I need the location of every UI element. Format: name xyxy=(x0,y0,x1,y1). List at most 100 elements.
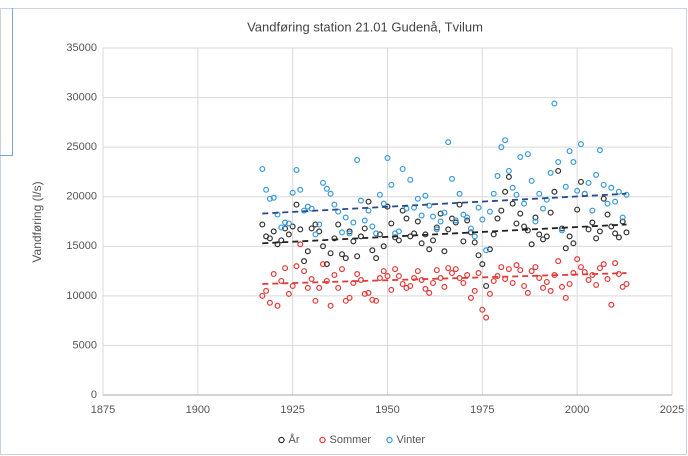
data-point xyxy=(536,190,543,197)
chart-title: Vandføring station 21.01 Gudenå, Tvilum xyxy=(247,19,483,34)
data-point xyxy=(263,287,270,294)
data-point xyxy=(441,283,448,290)
data-point xyxy=(320,179,327,186)
data-point xyxy=(585,226,592,233)
data-point xyxy=(524,289,531,296)
data-point xyxy=(376,191,383,198)
data-point xyxy=(452,219,459,226)
data-point xyxy=(517,154,524,161)
data-point xyxy=(608,223,615,230)
data-point xyxy=(483,247,490,254)
data-point xyxy=(452,217,459,224)
data-point xyxy=(357,197,364,204)
data-point xyxy=(547,209,554,216)
data-point xyxy=(623,280,630,287)
data-point xyxy=(608,184,615,191)
data-point xyxy=(600,181,607,188)
data-point xyxy=(414,218,421,225)
data-point xyxy=(327,250,334,257)
trend-line xyxy=(262,192,627,215)
data-point xyxy=(270,228,277,235)
data-point xyxy=(285,220,292,227)
data-point xyxy=(346,294,353,301)
data-point xyxy=(623,229,630,236)
y-tick-label: 35000 xyxy=(66,42,97,54)
data-point xyxy=(532,264,539,271)
data-point xyxy=(376,275,383,282)
data-point xyxy=(593,171,600,178)
data-point xyxy=(502,137,509,144)
data-point xyxy=(433,224,440,231)
data-point xyxy=(471,233,478,240)
chart-border xyxy=(0,8,687,455)
data-point xyxy=(338,266,345,273)
data-point xyxy=(323,185,330,192)
data-point xyxy=(536,231,543,238)
data-point xyxy=(615,234,622,241)
data-point xyxy=(274,302,281,309)
data-point xyxy=(551,188,558,195)
data-point xyxy=(312,231,319,238)
y-tick-label: 10000 xyxy=(66,290,97,302)
data-point xyxy=(323,261,330,268)
data-point xyxy=(403,215,410,222)
data-point xyxy=(509,200,516,207)
data-point xyxy=(589,207,596,214)
data-point xyxy=(513,191,520,198)
y-axis-label: Vandføring (l/s) xyxy=(30,181,44,262)
data-point xyxy=(369,296,376,303)
data-point xyxy=(612,260,619,267)
data-point xyxy=(437,210,444,217)
data-point xyxy=(460,279,467,286)
data-point xyxy=(388,286,395,293)
x-tick-label: 1925 xyxy=(280,404,304,416)
data-point xyxy=(509,279,516,286)
data-point xyxy=(604,211,611,218)
data-point xyxy=(395,237,402,244)
data-point xyxy=(430,237,437,244)
trend-line xyxy=(262,272,627,285)
data-point xyxy=(483,314,490,321)
data-point xyxy=(445,139,452,146)
data-point xyxy=(418,240,425,247)
data-point xyxy=(604,276,611,283)
data-point xyxy=(320,243,327,250)
data-point xyxy=(612,198,619,205)
data-point xyxy=(259,221,266,228)
data-point xyxy=(380,200,387,207)
legend-label: År xyxy=(289,433,300,446)
data-point xyxy=(380,243,387,250)
data-point xyxy=(282,219,289,226)
data-point xyxy=(452,266,459,273)
data-point xyxy=(399,165,406,172)
data-point xyxy=(282,265,289,272)
data-point xyxy=(338,229,345,236)
data-point xyxy=(562,245,569,252)
y-tick-label: 30000 xyxy=(66,91,97,103)
x-tick-label: 1950 xyxy=(375,404,399,416)
data-point xyxy=(490,190,497,197)
data-point xyxy=(596,147,603,154)
data-point xyxy=(562,294,569,301)
data-point xyxy=(475,270,482,277)
data-point xyxy=(395,273,402,280)
data-point xyxy=(600,261,607,268)
data-point xyxy=(289,223,296,230)
data-point xyxy=(426,289,433,296)
data-point xyxy=(301,258,308,265)
data-point xyxy=(266,195,273,202)
data-point xyxy=(471,287,478,294)
data-point xyxy=(615,188,622,195)
data-point xyxy=(475,204,482,211)
data-point xyxy=(577,178,584,185)
data-point xyxy=(407,282,414,289)
data-point xyxy=(513,262,520,269)
data-point xyxy=(543,233,550,240)
data-point xyxy=(456,201,463,208)
data-point xyxy=(407,176,414,183)
data-point xyxy=(365,198,372,205)
data-point xyxy=(479,306,486,313)
data-point xyxy=(331,235,338,242)
data-point xyxy=(490,231,497,238)
data-point xyxy=(346,230,353,237)
